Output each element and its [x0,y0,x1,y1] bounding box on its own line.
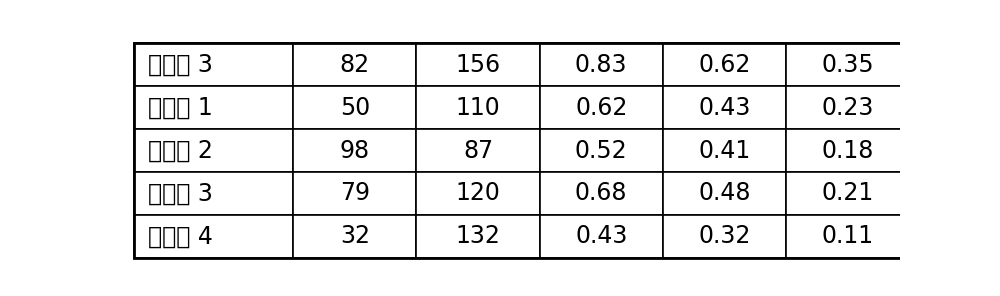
Text: 0.21: 0.21 [822,181,874,205]
Text: 0.18: 0.18 [822,139,874,163]
Bar [293,172,416,215]
Bar [663,86,786,129]
Text: 50: 50 [340,96,370,120]
Bar [134,86,293,129]
Bar [540,86,663,129]
Bar [663,44,786,86]
Bar [786,44,909,86]
Bar [293,44,416,86]
Text: 132: 132 [456,224,500,248]
Bar [134,129,293,172]
Text: 对比例 3: 对比例 3 [148,181,213,205]
Text: 0.35: 0.35 [821,53,874,77]
Text: 对比例 4: 对比例 4 [148,224,213,248]
Bar [416,172,540,215]
Text: 82: 82 [340,53,370,77]
Bar [786,172,909,215]
Text: 0.43: 0.43 [698,96,751,120]
Bar [293,129,416,172]
Text: 实施例 3: 实施例 3 [148,53,213,77]
Text: 120: 120 [456,181,500,205]
Bar [540,215,663,258]
Bar [663,129,786,172]
Text: 0.62: 0.62 [575,96,627,120]
Text: 0.62: 0.62 [698,53,751,77]
Bar [786,215,909,258]
Text: 0.52: 0.52 [575,139,628,163]
Bar [540,129,663,172]
Bar [786,86,909,129]
Text: 对比例 2: 对比例 2 [148,139,213,163]
Text: 0.68: 0.68 [575,181,627,205]
Bar [416,129,540,172]
Text: 79: 79 [340,181,370,205]
Bar [786,129,909,172]
Text: 98: 98 [340,139,370,163]
Text: 对比例 1: 对比例 1 [148,96,213,120]
Text: 0.43: 0.43 [575,224,627,248]
Text: 87: 87 [463,139,493,163]
Text: 0.11: 0.11 [822,224,874,248]
Text: 0.48: 0.48 [698,181,751,205]
Bar [416,215,540,258]
Bar [416,44,540,86]
Text: 0.32: 0.32 [698,224,751,248]
Bar [134,172,293,215]
Bar [663,172,786,215]
Text: 0.41: 0.41 [698,139,751,163]
Bar [663,215,786,258]
Text: 0.23: 0.23 [822,96,874,120]
Text: 156: 156 [455,53,501,77]
Bar [540,172,663,215]
Bar [416,86,540,129]
Bar [540,44,663,86]
Bar [293,86,416,129]
Bar [293,215,416,258]
Bar [134,44,293,86]
Text: 110: 110 [456,96,500,120]
Text: 0.83: 0.83 [575,53,627,77]
Text: 32: 32 [340,224,370,248]
Bar [134,215,293,258]
